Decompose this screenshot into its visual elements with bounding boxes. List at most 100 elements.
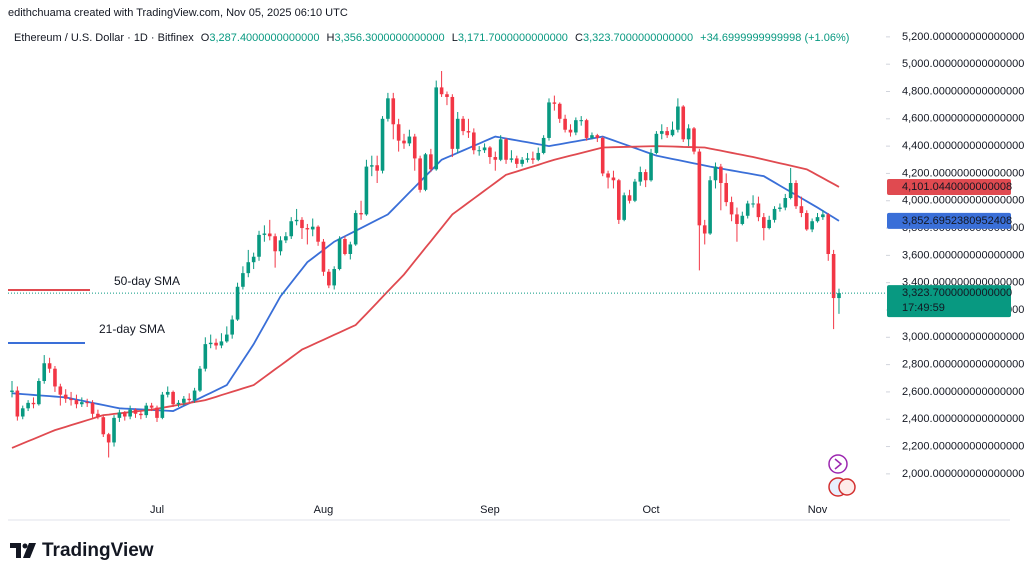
- candle-body: [531, 158, 535, 160]
- candle-body: [826, 214, 831, 255]
- candle-body: [466, 131, 471, 133]
- candle-body: [837, 293, 841, 299]
- candle-body: [434, 87, 439, 170]
- candle-body: [101, 417, 106, 435]
- candle-body: [305, 228, 310, 230]
- candle-body: [579, 120, 584, 122]
- y-tick-label: 4,800.0000000000000000: [902, 85, 1024, 97]
- y-tick-label: 3,000.0000000000000000: [902, 331, 1024, 343]
- candle-body: [831, 254, 836, 299]
- candle-body: [767, 219, 771, 229]
- y-tick-label: 4,600.0000000000000000: [902, 113, 1024, 125]
- legend-label: 21-day SMA: [99, 322, 165, 336]
- candle-body: [772, 208, 777, 220]
- candle-body: [327, 271, 331, 286]
- candle-body: [20, 408, 25, 417]
- candle-body: [58, 386, 63, 395]
- x-tick-label: Sep: [480, 504, 500, 516]
- candle-body: [364, 166, 369, 215]
- candle-body: [520, 159, 524, 164]
- candle-body: [26, 402, 30, 409]
- icon: [828, 454, 848, 474]
- candle-body: [477, 150, 481, 152]
- credit: edithchuama created with TradingView.com…: [8, 7, 348, 19]
- candle-body: [498, 139, 503, 160]
- ohlc-key: C: [575, 32, 583, 44]
- candle-body: [348, 244, 353, 255]
- price-tag-label: 3,852.6952380952408: [902, 215, 1012, 227]
- candle-body: [219, 341, 224, 346]
- candle-body: [262, 233, 267, 235]
- brand: TradingView: [42, 540, 154, 561]
- candle-body: [514, 158, 519, 164]
- candle-body: [192, 390, 197, 401]
- candle-body: [563, 118, 567, 130]
- x-tick-label: Nov: [808, 504, 828, 516]
- candle-body: [380, 118, 385, 171]
- candle-body: [112, 417, 116, 443]
- change: +34.6999999999998 (+1.06%): [700, 32, 849, 44]
- candle-body: [590, 135, 594, 138]
- candle-body: [751, 203, 755, 205]
- candle-body: [321, 241, 326, 272]
- candle-body: [740, 215, 745, 224]
- candle-body: [69, 398, 73, 401]
- candle-body: [225, 334, 229, 342]
- candle-body: [702, 225, 707, 234]
- y-tick-label: 2,200.0000000000000000: [902, 440, 1024, 452]
- candle-body: [654, 133, 659, 153]
- candle-body: [482, 147, 487, 151]
- candle-body: [504, 139, 508, 160]
- candle-body: [676, 106, 680, 130]
- ohlc-value: 3,323.7000000000000: [583, 32, 693, 44]
- candle-body: [246, 262, 251, 274]
- candle-body: [316, 226, 320, 242]
- candle-body: [461, 118, 465, 132]
- price-tag: [887, 212, 1011, 229]
- ohlc-value: 3,356.3000000000000: [335, 32, 445, 44]
- candle-body: [343, 238, 347, 255]
- candles: [10, 71, 841, 458]
- footer-logo: TradingView: [10, 540, 154, 561]
- candle-body: [31, 402, 36, 405]
- x-tick-label: Oct: [642, 504, 659, 516]
- candle-body: [557, 103, 562, 119]
- candle-body: [203, 344, 208, 369]
- candle-body: [622, 195, 626, 220]
- candle-body: [122, 412, 127, 417]
- candle-body: [606, 173, 610, 178]
- candle-body: [423, 154, 428, 190]
- candle-body: [294, 219, 299, 222]
- icon: [834, 458, 843, 470]
- candle-body: [472, 132, 476, 151]
- candle-body: [745, 203, 750, 216]
- candle-body: [289, 221, 294, 237]
- candle-body: [267, 233, 272, 237]
- watermark-icons: [828, 454, 856, 497]
- price-tag: [887, 178, 1011, 195]
- candle-body: [493, 157, 498, 160]
- candle-body: [595, 135, 600, 138]
- candle-body: [584, 120, 589, 138]
- candle-body: [106, 434, 111, 443]
- candle-body: [53, 368, 57, 387]
- chart-header: Ethereum / U.S. Dollar · 1D · Bitfinex O…: [14, 32, 849, 44]
- legend-label: 50-day SMA: [114, 274, 180, 288]
- candle-body: [611, 177, 616, 181]
- ohlc-key: L: [452, 32, 458, 44]
- candle-body: [310, 226, 315, 230]
- x-tick-label: Aug: [314, 504, 334, 516]
- ohlc-key: H: [327, 32, 335, 44]
- ohlc-key: O: [201, 32, 210, 44]
- candle-body: [155, 407, 159, 418]
- candle-body: [804, 213, 809, 230]
- candle-body: [799, 206, 804, 214]
- candle-body: [488, 147, 492, 158]
- candle-body: [617, 180, 621, 220]
- candle-body: [708, 180, 712, 234]
- candle-body: [37, 381, 41, 405]
- candle-body: [241, 273, 245, 287]
- candle-body: [670, 129, 675, 136]
- candle-body: [402, 140, 406, 144]
